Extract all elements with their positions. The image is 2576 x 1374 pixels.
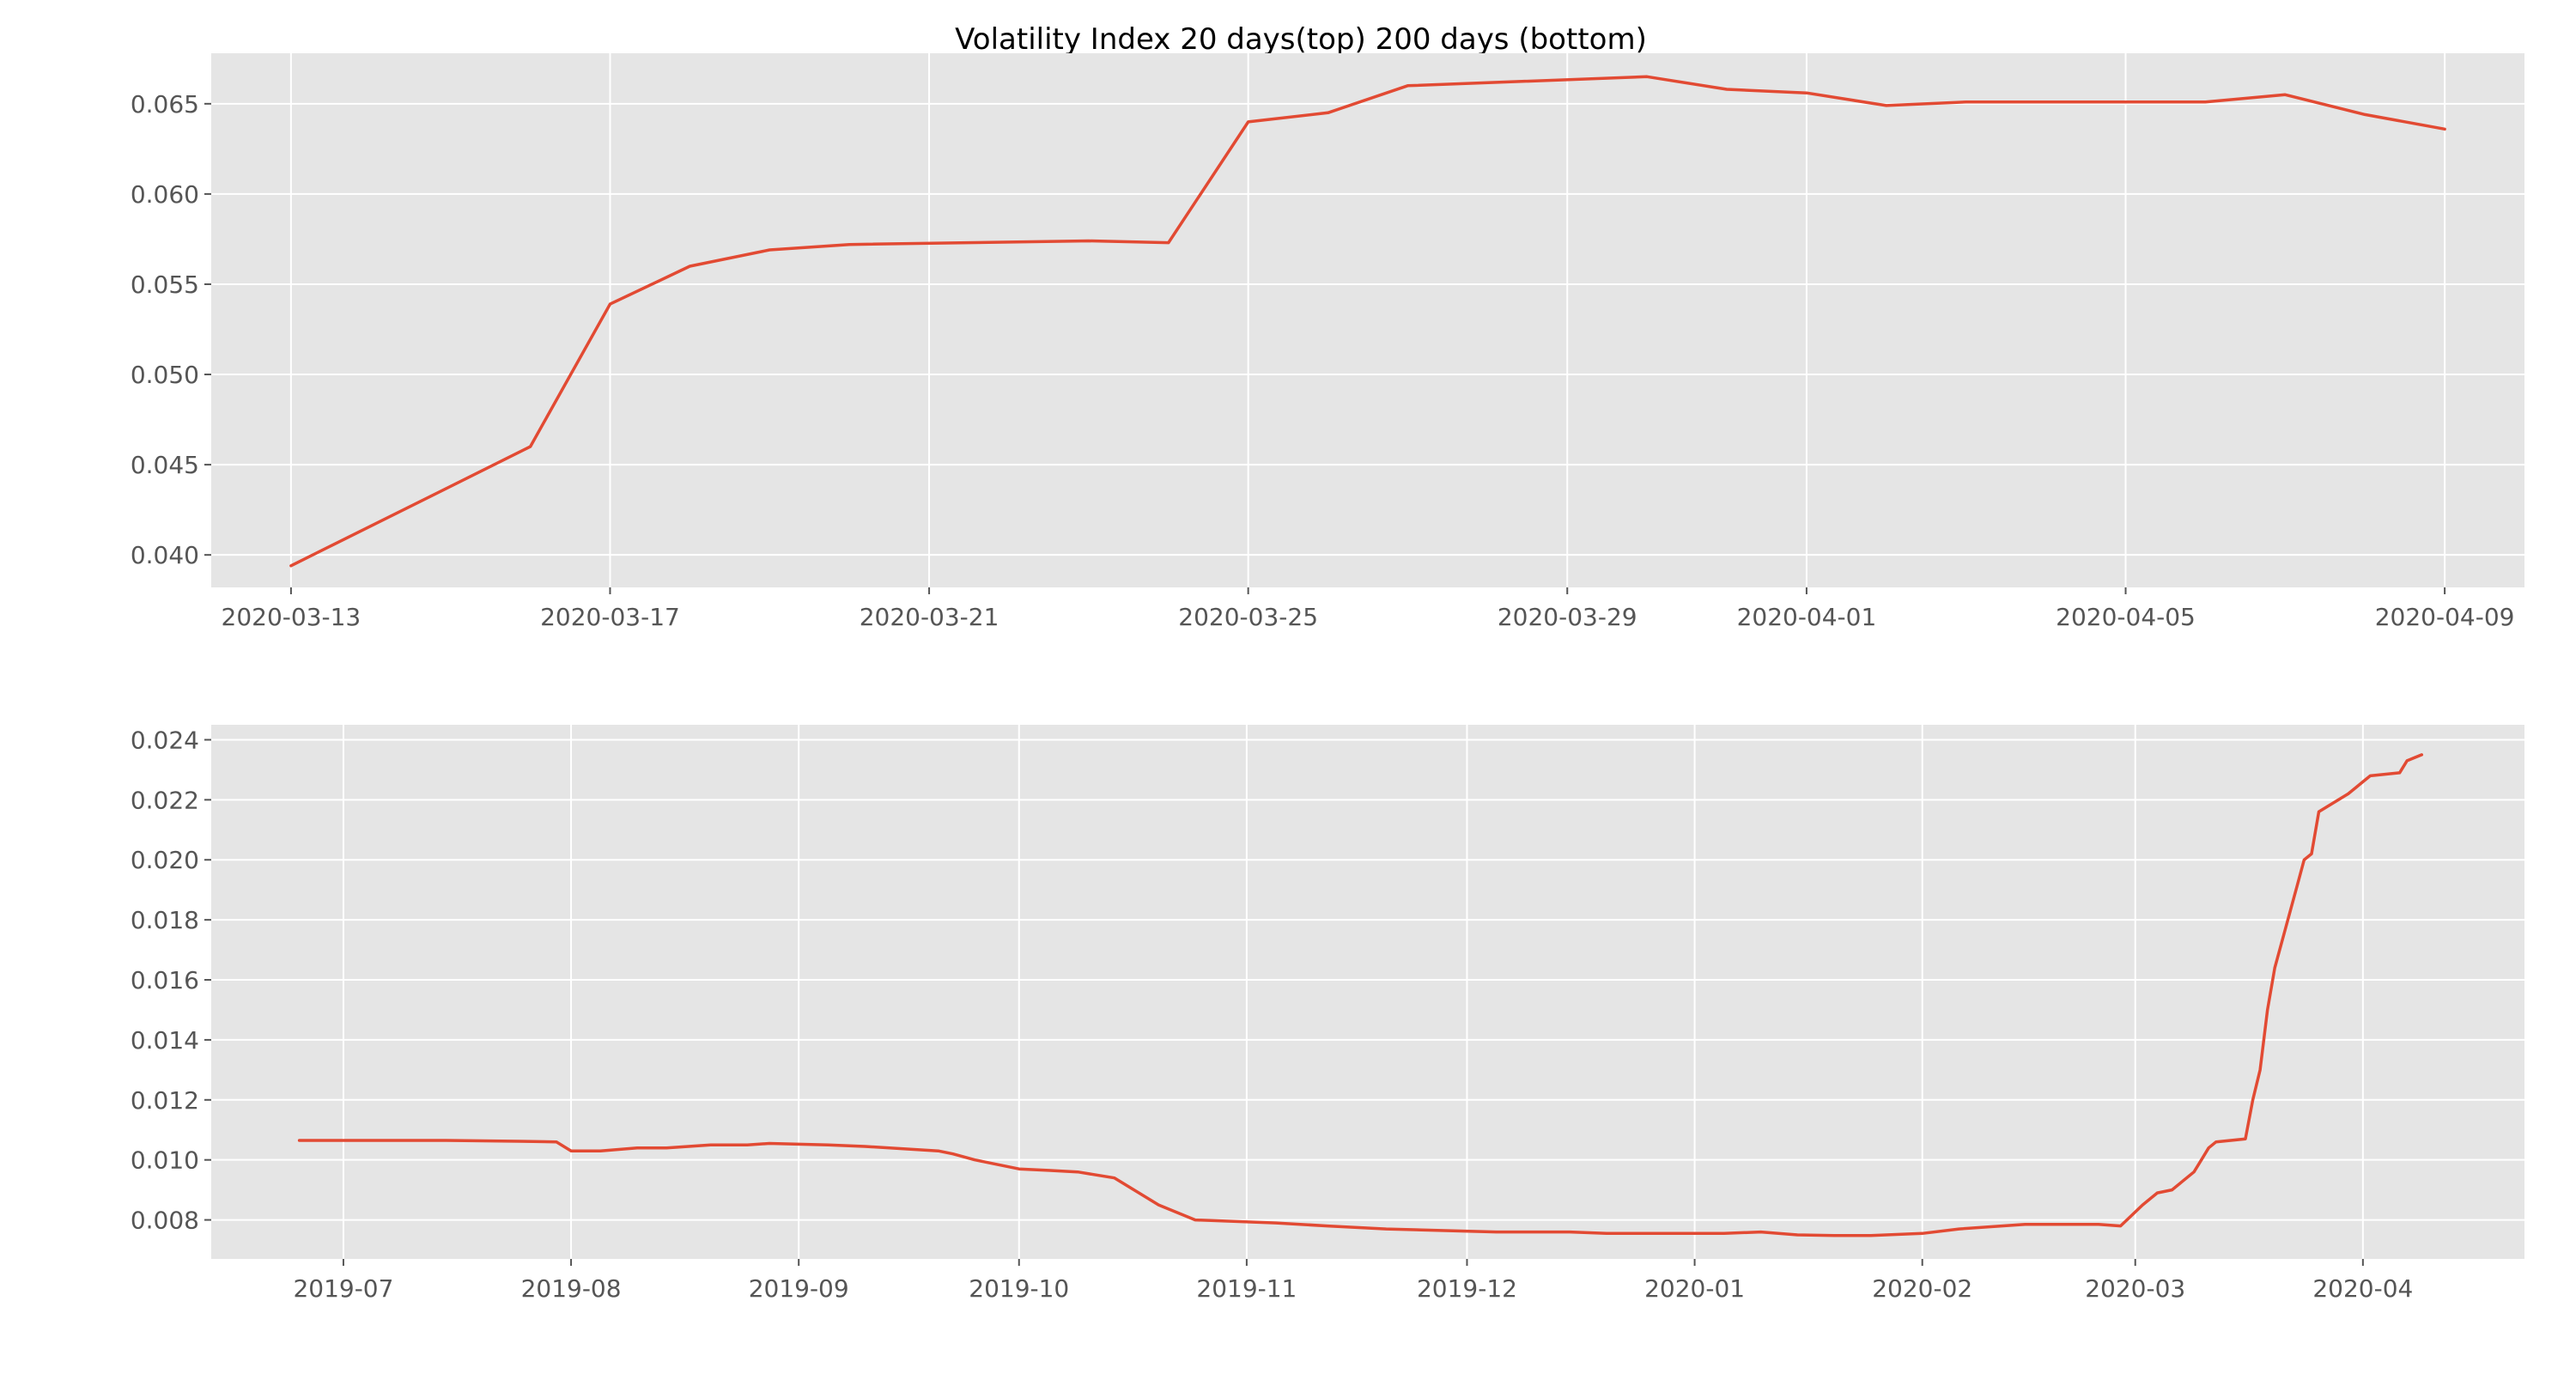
panel-bottom-200-days: 2019-07 2019-08 2019-09 2019-10 2019-11 2019-… [131,725,2524,1303]
y-tick-label: 0.014 [131,1026,199,1055]
y-tick-label: 0.055 [131,271,199,299]
y-tick-label: 0.010 [131,1146,199,1175]
y-tick-label: 0.016 [131,966,199,994]
panel-top-20-days: 2020-03-13 2020-03-17 2020-03-21 2020-03-25… [131,53,2524,631]
grid-top [211,53,2524,587]
plot-area-bottom [211,725,2524,1259]
x-axis-top: 2020-03-13 2020-03-17 2020-03-21 2020-03-25… [222,587,2515,631]
x-tick-label: 2020-03-17 [540,603,680,631]
x-tick-label: 2020-04-05 [2056,603,2196,631]
y-tick-label: 0.060 [131,180,199,209]
x-tick-label: 2020-03-21 [860,603,999,631]
series-line-20-days [289,75,2446,568]
x-tick-label: 2020-03-29 [1498,603,1637,631]
y-axis-top: 0.040 0.045 0.050 0.055 0.060 0.065 [131,90,211,569]
x-tick-label: 2020-03-25 [1178,603,1318,631]
y-tick-label: 0.065 [131,90,199,119]
y-tick-label: 0.008 [131,1207,199,1235]
y-tick-label: 0.050 [131,361,199,389]
y-tick-label: 0.020 [131,846,199,874]
y-axis-bottom: 0.008 0.010 0.012 0.014 0.016 0.018 0.020 0.022… [131,726,211,1235]
y-tick-label: 0.040 [131,541,199,569]
x-axis-bottom: 2019-07 2019-08 2019-09 2019-10 2019-11 2019-… [293,1259,2413,1303]
y-tick-label: 0.024 [131,726,199,754]
x-tick-label: 2020-04-01 [1737,603,1877,631]
grid-bottom [211,725,2524,1259]
y-tick-label: 0.012 [131,1086,199,1115]
chart-title: Volatility Index 20 days(top) 200 days (… [955,22,1647,57]
x-tick-label: 2019-08 [521,1274,622,1303]
x-tick-label: 2019-09 [749,1274,849,1303]
x-tick-label: 2020-04-09 [2375,603,2515,631]
x-tick-label: 2020-04 [2312,1274,2413,1303]
plot-area-top [211,53,2524,587]
x-tick-label: 2020-02 [1872,1274,1972,1303]
y-tick-label: 0.022 [131,786,199,814]
y-tick-label: 0.018 [131,906,199,934]
x-tick-label: 2019-10 [969,1274,1069,1303]
x-tick-label: 2019-07 [293,1274,393,1303]
x-tick-label: 2019-12 [1417,1274,1517,1303]
x-tick-label: 2020-03-13 [222,603,361,631]
y-tick-label: 0.045 [131,451,199,479]
x-tick-label: 2020-03 [2085,1274,2185,1303]
x-tick-label: 2019-11 [1196,1274,1297,1303]
x-tick-label: 2020-01 [1644,1274,1745,1303]
series-line-200-days [297,753,2424,1237]
